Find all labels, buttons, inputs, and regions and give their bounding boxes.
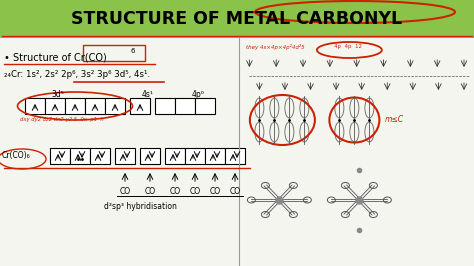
Text: CO: CO: [145, 187, 155, 196]
Bar: [155, 98, 175, 114]
Bar: [90, 148, 110, 164]
Bar: [115, 148, 135, 164]
Bar: [105, 98, 125, 114]
Text: 6: 6: [131, 48, 136, 54]
Bar: [195, 98, 215, 114]
Bar: [130, 98, 150, 114]
Text: Cr(CO)₆: Cr(CO)₆: [2, 151, 31, 160]
Text: they 4s×4p×4p²4d²5: they 4s×4p×4p²4d²5: [246, 44, 305, 50]
Text: CO: CO: [210, 187, 220, 196]
Text: d²sp³ hybridisation: d²sp³ hybridisation: [103, 202, 176, 211]
Text: • Structure of Cr(CO): • Structure of Cr(CO): [4, 52, 107, 62]
Bar: [65, 98, 85, 114]
Text: m≤C: m≤C: [384, 115, 403, 124]
Bar: [175, 98, 195, 114]
Text: CO: CO: [190, 187, 201, 196]
Bar: [70, 148, 90, 164]
Text: CO: CO: [169, 187, 181, 196]
Text: ₂₄Cr: 1s², 2s² 2p⁶, 3s² 3p⁶ 3d⁵, 4s¹.: ₂₄Cr: 1s², 2s² 2p⁶, 3s² 3p⁶ 3d⁵, 4s¹.: [4, 70, 150, 79]
Bar: [85, 98, 105, 114]
Text: dxy dy2 dz2 dx2-y2 5  0n  p1  h: dxy dy2 dz2 dx2-y2 5 0n p1 h: [20, 117, 104, 122]
Text: STRUCTURE OF METAL CARBONYL: STRUCTURE OF METAL CARBONYL: [72, 10, 402, 28]
Text: 4p⁰: 4p⁰: [191, 90, 204, 99]
Bar: [185, 148, 205, 164]
Bar: [45, 98, 65, 114]
Bar: [225, 148, 245, 164]
Bar: [140, 148, 160, 164]
Text: 4s¹: 4s¹: [142, 90, 154, 99]
Text: 3d⁵: 3d⁵: [52, 90, 64, 99]
Bar: [205, 148, 225, 164]
Text: 4p  4p  12: 4p 4p 12: [334, 44, 362, 49]
Text: CO: CO: [229, 187, 241, 196]
Bar: [165, 148, 185, 164]
Bar: [50, 148, 70, 164]
Bar: [0, 0, 474, 38]
Text: CO: CO: [119, 187, 130, 196]
Bar: [25, 98, 45, 114]
